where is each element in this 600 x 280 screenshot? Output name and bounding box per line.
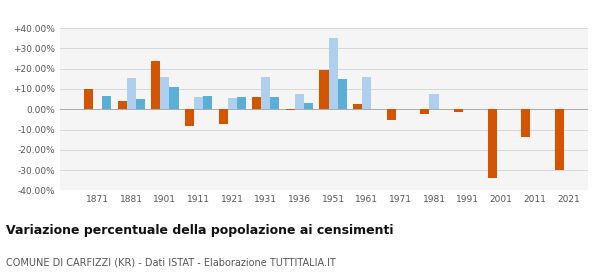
Bar [102,96,111,109]
Bar [430,94,439,109]
Bar [319,70,329,109]
Bar [421,109,430,114]
Bar [555,109,564,170]
Bar [488,109,497,178]
Bar [169,87,179,109]
Bar [387,109,396,120]
Bar [329,38,338,109]
Bar [295,94,304,109]
Bar [151,62,160,109]
Bar [521,109,530,137]
Bar [252,97,261,109]
Bar [227,98,237,109]
Bar [338,79,347,109]
Bar [136,99,145,109]
Bar [454,109,463,112]
Bar [218,109,227,124]
Bar [261,77,271,109]
Bar [84,89,93,109]
Text: COMUNE DI CARFIZZI (KR) - Dati ISTAT - Elaborazione TUTTITALIA.IT: COMUNE DI CARFIZZI (KR) - Dati ISTAT - E… [6,258,336,268]
Bar [286,109,295,110]
Bar [304,103,313,109]
Bar [118,101,127,109]
Bar [185,109,194,127]
Text: Variazione percentuale della popolazione ai censimenti: Variazione percentuale della popolazione… [6,224,394,237]
Bar [271,97,280,109]
Bar [194,97,203,109]
Bar [127,78,136,109]
Bar [362,77,371,109]
Bar [160,77,169,109]
Bar [203,96,212,109]
Bar [353,104,362,109]
Bar [237,97,246,109]
